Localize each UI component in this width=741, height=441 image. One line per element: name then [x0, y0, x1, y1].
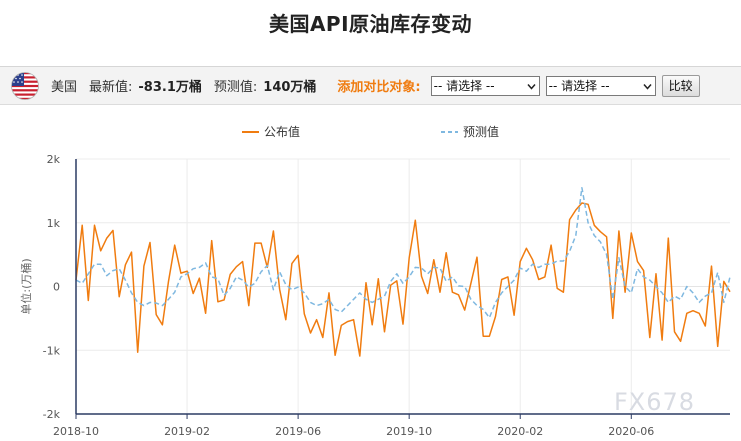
us-flag-icon: [11, 71, 39, 100]
series-line-actual: [75, 202, 731, 357]
watermark: FX678: [614, 388, 696, 416]
y-axis-label: 单位:(万桶): [19, 258, 33, 314]
x-tick-label: 2019-06: [275, 425, 321, 438]
page-title: 美国API原油库存变动: [268, 12, 473, 36]
compare-label: 添加对比对象:: [337, 80, 421, 95]
x-tick-label: 2019-02: [164, 425, 210, 438]
chart-area: 公布值 预测值 -2k -1k 0 1k 2k 2018-10 2019-02 2019-06 2…: [0, 106, 741, 441]
y-tick-label: -2k: [43, 408, 61, 421]
country-label: 美国: [51, 80, 78, 95]
y-tick-label: -1k: [43, 344, 61, 357]
x-tick-label: 2018-10: [53, 425, 99, 438]
forecast-value-label: 预测值:: [213, 80, 258, 95]
y-tick-label: 0: [53, 281, 60, 294]
y-tick-label: 2k: [47, 153, 61, 166]
compare-select-1-value: -- 请选择 --: [433, 78, 495, 93]
x-tick-label: 2019-10: [386, 425, 432, 438]
latest-value-label: 最新值:: [89, 80, 133, 95]
info-bar: 美国 最新值: -83.1万桶 预测值: 140万桶 添加对比对象: -- 请选…: [0, 66, 741, 105]
x-tick-label: 2020-06: [608, 425, 654, 438]
forecast-value: 140万桶: [263, 80, 317, 95]
latest-value: -83.1万桶: [138, 80, 202, 95]
legend-label: 公布值: [264, 124, 300, 139]
compare-select-1[interactable]: -- 请选择 --: [430, 75, 540, 96]
y-tick-label: 1k: [47, 217, 61, 230]
chevron-down-icon: [643, 83, 652, 90]
x-tick-label: 2020-02: [497, 425, 543, 438]
line-chart: 公布值 预测值 -2k -1k 0 1k 2k 2018-10 2019-02 2019-06 2…: [19, 124, 731, 438]
compare-button[interactable]: 比较: [661, 74, 700, 97]
series-line-forecast: [75, 186, 731, 319]
legend-label: 预测值: [463, 124, 499, 139]
chevron-down-icon: [527, 83, 536, 90]
compare-select-2[interactable]: -- 请选择 --: [545, 75, 656, 96]
compare-select-2-value: -- 请选择 --: [548, 78, 610, 93]
